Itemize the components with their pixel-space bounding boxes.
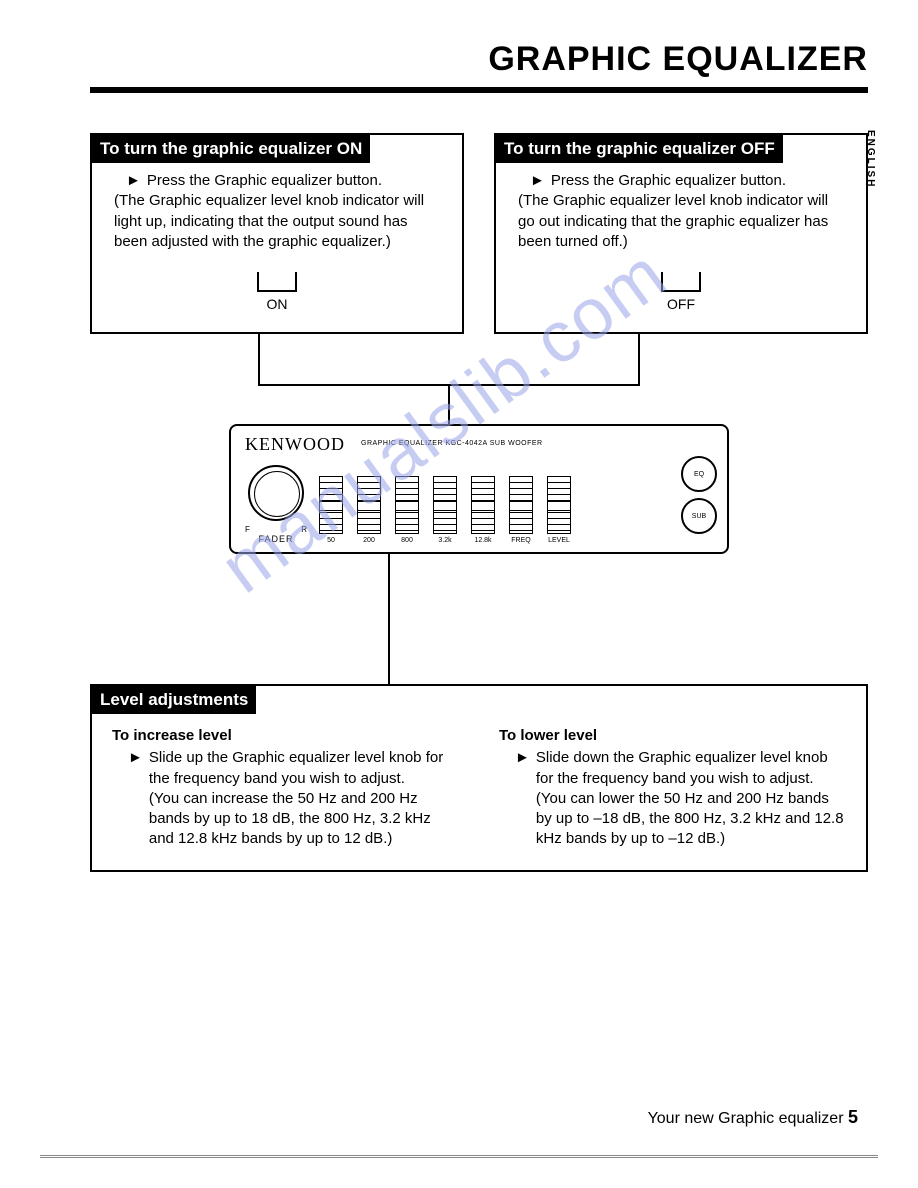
slider-label: LEVEL xyxy=(545,537,573,544)
slider-label: 12.8k xyxy=(469,537,497,544)
fader-knob-area: F R FADER xyxy=(241,465,311,544)
sub-button: SUB xyxy=(681,498,717,534)
bullet-icon: ► xyxy=(126,171,141,191)
bullet-icon: ► xyxy=(530,171,545,191)
lower-title: To lower level xyxy=(499,726,846,746)
box-on-body: ► Press the Graphic equalizer button. (T… xyxy=(92,163,462,252)
footer-text: Your new Graphic equalizer xyxy=(648,1110,844,1127)
lower-bullet: Slide down the Graphic equalizer level k… xyxy=(536,749,828,786)
box-off-header: To turn the graphic equalizer OFF xyxy=(496,135,783,163)
off-button-label: OFF xyxy=(496,296,866,312)
box-eq-on: To turn the graphic equalizer ON ► Press… xyxy=(90,133,464,334)
slider-label: 800 xyxy=(393,537,421,544)
fader-right: R xyxy=(301,525,307,534)
slider-label: FREQ xyxy=(507,537,535,544)
connector-top xyxy=(90,334,868,424)
page-title: GRAPHIC EQUALIZER xyxy=(90,40,868,79)
fader-label: FADER xyxy=(241,534,311,544)
increase-title: To increase level xyxy=(112,726,459,746)
box-on-bullet: Press the Graphic equalizer button. xyxy=(147,171,382,191)
top-boxes-row: To turn the graphic equalizer ON ► Press… xyxy=(90,133,868,334)
slider-label: 200 xyxy=(355,537,383,544)
level-box: Level adjustments To increase level ► Sl… xyxy=(90,684,868,872)
slider-label: 50 xyxy=(317,537,345,544)
title-rule xyxy=(90,87,868,93)
device-brand: KENWOOD xyxy=(245,434,345,455)
bullet-icon: ► xyxy=(128,748,143,849)
increase-bullet: Slide up the Graphic equalizer level kno… xyxy=(149,749,443,786)
level-increase-col: To increase level ► Slide up the Graphic… xyxy=(112,726,459,850)
box-eq-off: To turn the graphic equalizer OFF ► Pres… xyxy=(494,133,868,334)
on-button-label: ON xyxy=(92,296,462,312)
box-on-header: To turn the graphic equalizer ON xyxy=(92,135,370,163)
slider-bank: 50 200 800 3.2k 12.8k FREQ LEVEL xyxy=(317,476,573,544)
eq-button: EQ xyxy=(681,456,717,492)
box-on-paren: (The Graphic equalizer level knob indica… xyxy=(110,191,444,252)
connector-bottom xyxy=(90,554,868,684)
device-model: GRAPHIC EQUALIZER KGC-4042A SUB WOOFER xyxy=(361,440,543,447)
lower-paren: (You can lower the 50 Hz and 200 Hz band… xyxy=(536,790,844,848)
increase-paren: (You can increase the 50 Hz and 200 Hz b… xyxy=(149,790,431,848)
off-button-icon xyxy=(661,272,701,292)
footer-rule xyxy=(40,1155,878,1158)
fader-knob xyxy=(248,465,304,521)
on-button-icon xyxy=(257,272,297,292)
box-off-bullet: Press the Graphic equalizer button. xyxy=(551,171,786,191)
bullet-icon: ► xyxy=(515,748,530,849)
slider-label: 3.2k xyxy=(431,537,459,544)
page-number: 5 xyxy=(848,1107,858,1127)
fader-left: F xyxy=(245,525,250,534)
page-footer: Your new Graphic equalizer 5 xyxy=(648,1107,858,1128)
device-diagram: KENWOOD GRAPHIC EQUALIZER KGC-4042A SUB … xyxy=(229,424,729,554)
level-lower-col: To lower level ► Slide down the Graphic … xyxy=(499,726,846,850)
device-right-buttons: EQ SUB xyxy=(681,456,717,534)
box-off-body: ► Press the Graphic equalizer button. (T… xyxy=(496,163,866,252)
level-header: Level adjustments xyxy=(92,686,256,714)
box-off-paren: (The Graphic equalizer level knob indica… xyxy=(514,191,848,252)
